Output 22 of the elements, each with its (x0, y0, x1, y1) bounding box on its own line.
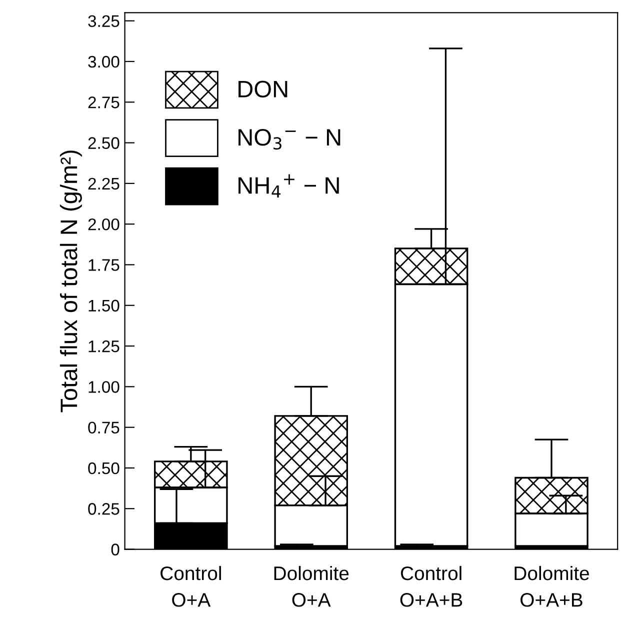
y-tick-label: 1.25 (88, 340, 120, 352)
y-axis-title: Total flux of total N (g/m²) (60, 150, 82, 412)
x-tick-label: Dolomite O+A (274, 566, 349, 607)
y-tick-label: 2.75 (88, 96, 120, 108)
y-tick-label: 3.25 (88, 15, 120, 28)
y-tick-label: 1.75 (88, 259, 120, 271)
x-tick-label: Dolomite O+A+B (514, 566, 589, 607)
legend-label: NO$_{3}$$^{−}$ − N (238, 129, 340, 150)
legend-label: DON (238, 80, 288, 98)
x-tick-label: Control O+A (160, 566, 221, 607)
y-tick-label: 1.50 (88, 300, 120, 312)
y-tick-label: 0.25 (88, 503, 120, 515)
y-tick-label: 0.75 (88, 422, 120, 434)
y-tick-label: 1.00 (88, 381, 120, 393)
x-tick-label: Control O+A+B (400, 566, 462, 607)
y-tick-label: 2.25 (88, 178, 120, 190)
y-tick-label: 2.00 (88, 218, 120, 230)
y-tick-label: 0 (111, 544, 120, 556)
y-tick-label: 0.50 (88, 462, 120, 474)
y-tick-label: 2.50 (88, 137, 120, 149)
legend-label: NH$_{4}$$^{+}$ − N (238, 174, 339, 198)
y-tick-label: 3.00 (88, 56, 120, 68)
